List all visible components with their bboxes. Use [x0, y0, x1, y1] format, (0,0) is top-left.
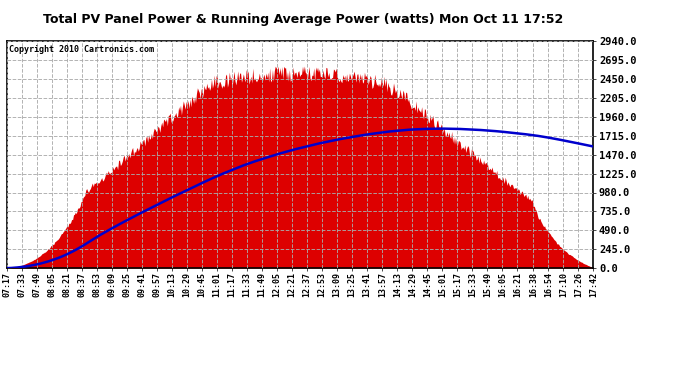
Text: Copyright 2010 Cartronics.com: Copyright 2010 Cartronics.com — [9, 45, 154, 54]
Text: Total PV Panel Power & Running Average Power (watts) Mon Oct 11 17:52: Total PV Panel Power & Running Average P… — [43, 13, 564, 26]
